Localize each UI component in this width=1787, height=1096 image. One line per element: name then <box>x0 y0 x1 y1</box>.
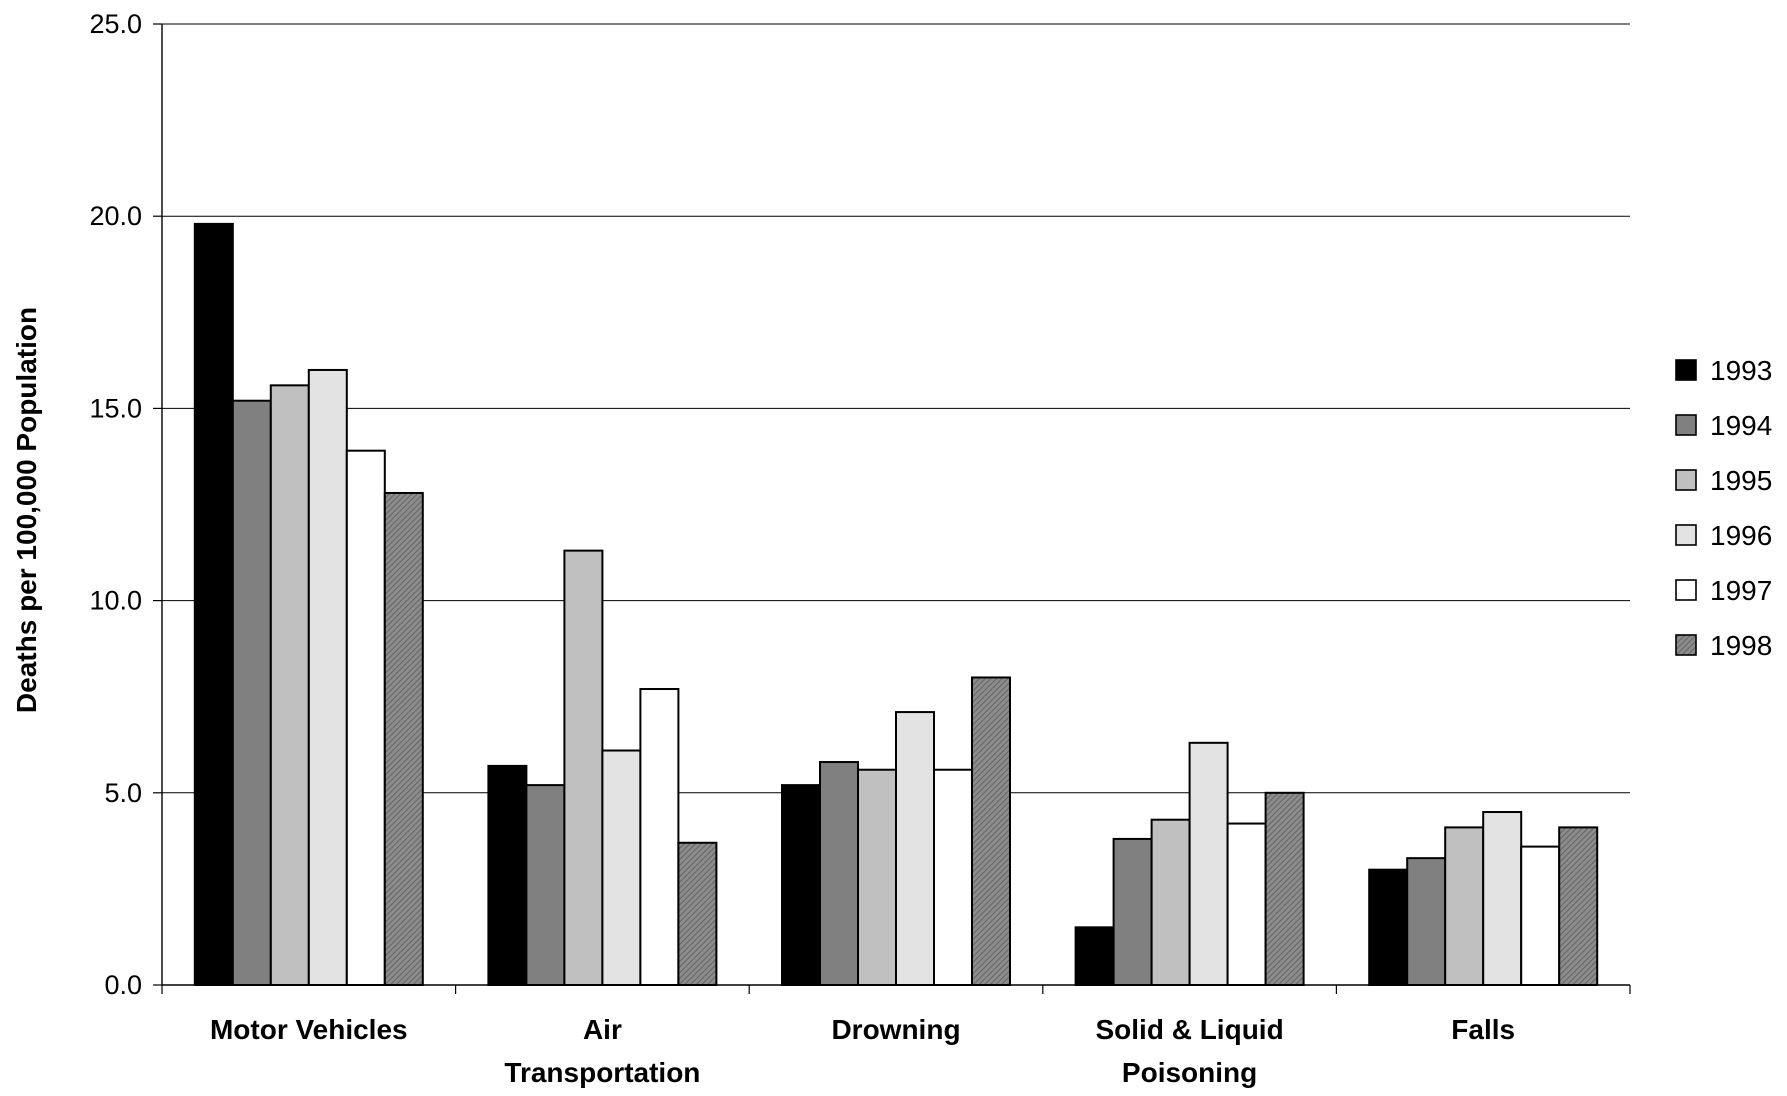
bar-1994-air-transportation <box>525 784 566 986</box>
bar-1996-drowning <box>895 711 935 986</box>
bars <box>193 222 1599 987</box>
bar-1996-solid-liquid-poisoning <box>1188 741 1229 986</box>
legend-swatch-1993 <box>1675 359 1697 381</box>
bar-1995-solid-liquid-poisoning <box>1150 818 1191 987</box>
y-tick-label: 5.0 <box>104 778 142 808</box>
bar-1993-drowning <box>781 784 821 986</box>
x-category-label: Falls <box>1451 1014 1515 1045</box>
x-category-label: Solid & Liquid <box>1095 1014 1283 1045</box>
legend-swatch-1994 <box>1675 414 1697 436</box>
bar-1996-air-transportation <box>601 749 642 986</box>
legend-label-1997: 1997 <box>1710 575 1772 606</box>
bar-1994-motor-vehicles <box>231 399 272 987</box>
legend: 1993 1994 1995 1996 1997 1998 <box>1675 355 1772 661</box>
bar-1994-drowning <box>819 761 859 986</box>
bar-1997-solid-liquid-poisoning <box>1226 822 1267 986</box>
bar-1993-air-transportation <box>487 764 528 987</box>
x-category-label: Air <box>583 1014 622 1045</box>
legend-swatch-1997 <box>1675 579 1697 601</box>
axis-labels: 0.0 5.0 10.0 15.0 20.0 25.0 Motor Vehicles Air T… <box>11 9 1515 1088</box>
bar-1997-air-transportation <box>639 688 680 987</box>
bar-1998-air-transportation <box>677 841 718 986</box>
legend-label-1993: 1993 <box>1710 355 1772 386</box>
legend-label-1994: 1994 <box>1710 410 1772 441</box>
y-tick-label: 0.0 <box>104 970 142 1000</box>
bar-1995-air-transportation <box>563 549 604 986</box>
bar-1995-falls <box>1444 826 1485 986</box>
y-axis-label: Deaths per 100,000 Population <box>11 307 42 713</box>
bar-1997-drowning <box>933 768 973 987</box>
bar-1993-motor-vehicles <box>193 222 234 986</box>
y-tick-label: 25.0 <box>89 9 142 39</box>
bar-1997-motor-vehicles <box>345 449 386 986</box>
bar-1998-falls <box>1558 826 1599 986</box>
bar-1998-solid-liquid-poisoning <box>1264 791 1305 986</box>
bar-1998-motor-vehicles <box>383 491 424 986</box>
x-category-label: Motor Vehicles <box>210 1014 408 1045</box>
y-tick-label: 15.0 <box>89 393 142 423</box>
bar-1996-motor-vehicles <box>307 368 348 986</box>
x-category-label: Poisoning <box>1122 1057 1257 1088</box>
legend-swatch-1995 <box>1675 469 1697 491</box>
axes <box>153 23 1631 994</box>
legend-label-1998: 1998 <box>1710 630 1772 661</box>
x-category-label: Drowning <box>831 1014 960 1045</box>
legend-swatch-1996 <box>1675 524 1697 546</box>
bar-1994-solid-liquid-poisoning <box>1112 837 1153 986</box>
y-tick-label: 20.0 <box>89 201 142 231</box>
bar-1993-solid-liquid-poisoning <box>1074 926 1115 987</box>
y-tick-label: 10.0 <box>89 586 142 616</box>
legend-label-1995: 1995 <box>1710 465 1772 496</box>
bar-1997-falls <box>1520 845 1561 987</box>
bar-1995-motor-vehicles <box>269 384 310 986</box>
x-category-label: Transportation <box>504 1057 700 1088</box>
bar-1993-falls <box>1368 868 1409 986</box>
bar-1998-drowning <box>971 676 1011 986</box>
bar-1996-falls <box>1482 811 1523 987</box>
bar-1994-falls <box>1406 857 1447 987</box>
legend-label-1996: 1996 <box>1710 520 1772 551</box>
legend-swatch-1998 <box>1675 634 1697 656</box>
bar-1995-drowning <box>857 768 897 987</box>
